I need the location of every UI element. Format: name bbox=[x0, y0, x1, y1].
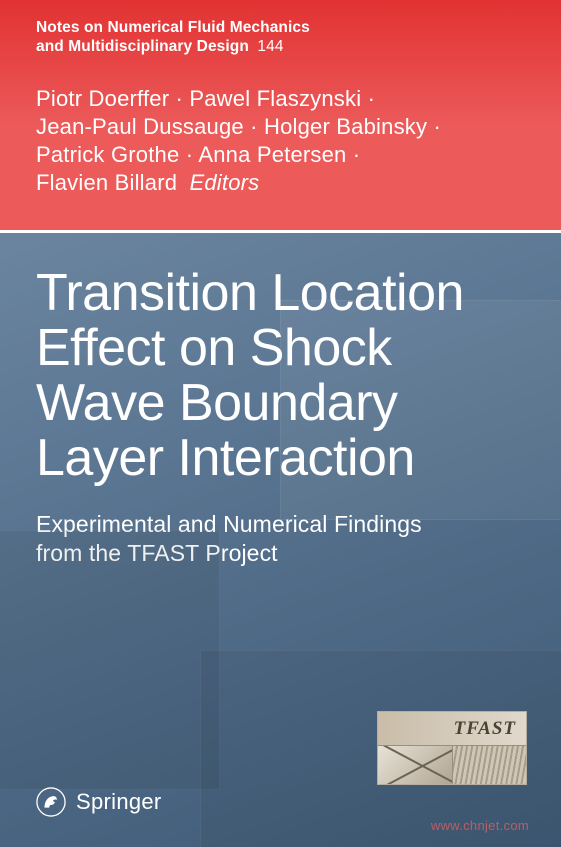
tfast-badge-panels bbox=[378, 746, 526, 784]
series-volume: 144 bbox=[257, 38, 283, 55]
editors-block: Piotr Doerffer · Pawel Flaszynski · Jean… bbox=[36, 85, 525, 198]
title-line: Wave Boundary bbox=[36, 374, 398, 432]
title-line: Transition Location bbox=[36, 264, 464, 322]
title-line: Layer Interaction bbox=[36, 429, 415, 487]
editor-line: Patrick Grothe · Anna Petersen · bbox=[36, 142, 360, 167]
series-title: Notes on Numerical Fluid Mechanics and M… bbox=[36, 18, 525, 57]
editor-line: Piotr Doerffer · Pawel Flaszynski · bbox=[36, 86, 375, 111]
title-line: Effect on Shock bbox=[36, 319, 392, 377]
book-cover: Notes on Numerical Fluid Mechanics and M… bbox=[0, 0, 561, 847]
tfast-badge-text: TFAST bbox=[454, 718, 516, 740]
publisher-name: Springer bbox=[76, 789, 162, 815]
tfast-badge-header: TFAST bbox=[378, 712, 526, 746]
series-line-2: and Multidisciplinary Design bbox=[36, 38, 249, 55]
series-line-1: Notes on Numerical Fluid Mechanics bbox=[36, 19, 310, 36]
subtitle-line: Experimental and Numerical Findings bbox=[36, 511, 422, 537]
publisher-block: Springer bbox=[36, 787, 162, 817]
tfast-panel-left bbox=[378, 746, 453, 784]
header-band: Notes on Numerical Fluid Mechanics and M… bbox=[0, 0, 561, 230]
tfast-badge: TFAST bbox=[377, 711, 527, 785]
tfast-panel-right bbox=[453, 746, 527, 784]
editor-line: Flavien Billard bbox=[36, 170, 177, 195]
watermark-text: www.chnjet.com bbox=[431, 818, 529, 833]
book-subtitle: Experimental and Numerical Findings from… bbox=[36, 510, 527, 568]
editor-line: Jean-Paul Dussauge · Holger Babinsky · bbox=[36, 114, 441, 139]
main-band: Transition Location Effect on Shock Wave… bbox=[0, 230, 561, 847]
bg-rect bbox=[0, 530, 220, 790]
springer-horse-icon bbox=[36, 787, 66, 817]
editors-role: Editors bbox=[189, 170, 259, 195]
book-title: Transition Location Effect on Shock Wave… bbox=[36, 266, 527, 486]
subtitle-line: from the TFAST Project bbox=[36, 540, 278, 566]
